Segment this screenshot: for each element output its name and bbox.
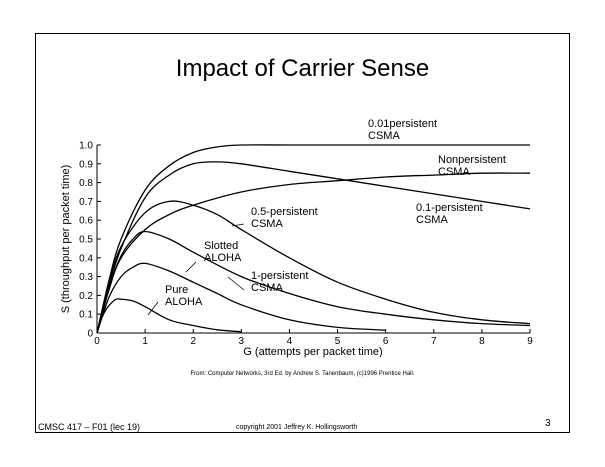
- series-label-nonpersistent-csma: Nonpersistent: [438, 154, 506, 166]
- x-tick-label: 9: [527, 336, 533, 347]
- y-tick-label: 1.0: [79, 141, 93, 152]
- y-tick-label: 0: [87, 329, 93, 340]
- x-tick-label: 2: [190, 336, 196, 347]
- series-label-0-5-persistent-csma: 0.5-persistent: [251, 206, 318, 218]
- slide-title: Impact of Carrier Sense: [175, 55, 430, 82]
- label-leader-slotted-aloha: [185, 261, 197, 273]
- footer-course: CMSC 417 – F01 (lec 19): [38, 422, 141, 432]
- x-tick-label: 0: [94, 336, 100, 347]
- y-tick-label: 0.3: [79, 272, 93, 283]
- x-tick-label: 4: [287, 336, 293, 347]
- x-tick-label: 7: [431, 336, 437, 347]
- series-line-1-persistent-csma: [96, 230, 531, 334]
- series-label-slotted-aloha: ALOHA: [204, 252, 242, 264]
- y-tick-label: 0.7: [79, 197, 93, 208]
- series-label-0-01-persistent-csma: 0.01persistent: [368, 118, 437, 130]
- y-tick-label: 0.5: [79, 235, 93, 246]
- series-line-pure-aloha: [96, 298, 242, 334]
- series-label-1-persistent-csma: CSMA: [251, 282, 283, 294]
- x-tick-label: 6: [383, 336, 389, 347]
- x-tick-label: 1: [142, 336, 148, 347]
- y-tick-label: 0.8: [79, 178, 93, 189]
- label-leader-pure-aloha: [147, 301, 159, 316]
- label-leader-0-5-persistent-csma: [231, 223, 245, 227]
- series-label-nonpersistent-csma: CSMA: [438, 166, 470, 178]
- source-note: From: Computer Networks, 3rd Ed. by Andr…: [190, 371, 415, 377]
- series-line-0-5-persistent-csma: [96, 200, 531, 334]
- series-label-0-1-persistent-csma: 0.1-persistent: [416, 202, 483, 214]
- x-axis-title: G (attempts per packet time): [243, 346, 382, 358]
- x-tick-label: 8: [479, 336, 485, 347]
- y-tick-label: 0.2: [79, 291, 93, 302]
- series-line-0-1-persistent-csma: [96, 172, 531, 334]
- series-line-nonpersistent-csma: [96, 161, 531, 334]
- y-tick-label: 0.6: [79, 216, 93, 227]
- y-tick-label: 0.9: [79, 159, 93, 170]
- series-label-1-persistent-csma: 1-persistent: [251, 270, 308, 282]
- footer-copyright: copyright 2001 Jeffrey K. Hollingsworth: [236, 424, 358, 431]
- page-number: 3: [545, 418, 551, 429]
- series-line-slotted-aloha: [96, 262, 386, 334]
- label-leader-1-persistent-csma: [227, 276, 245, 291]
- series-label-pure-aloha: Pure: [165, 284, 188, 296]
- slide-frame: [35, 33, 570, 433]
- x-tick-label: 3: [239, 336, 245, 347]
- y-tick-label: 0.4: [79, 253, 93, 264]
- series-label-pure-aloha: ALOHA: [165, 296, 203, 308]
- series-label-0-01-persistent-csma: CSMA: [368, 130, 400, 142]
- x-tick-label: 5: [335, 336, 341, 347]
- series-label-0-1-persistent-csma: CSMA: [416, 214, 448, 226]
- y-axis-title: S (throughput per packet time): [60, 165, 72, 314]
- series-line-0-01-persistent-csma: [96, 144, 530, 334]
- series-label-slotted-aloha: Slotted: [204, 240, 238, 252]
- y-tick-label: 0.1: [79, 310, 93, 321]
- series-label-0-5-persistent-csma: CSMA: [251, 218, 283, 230]
